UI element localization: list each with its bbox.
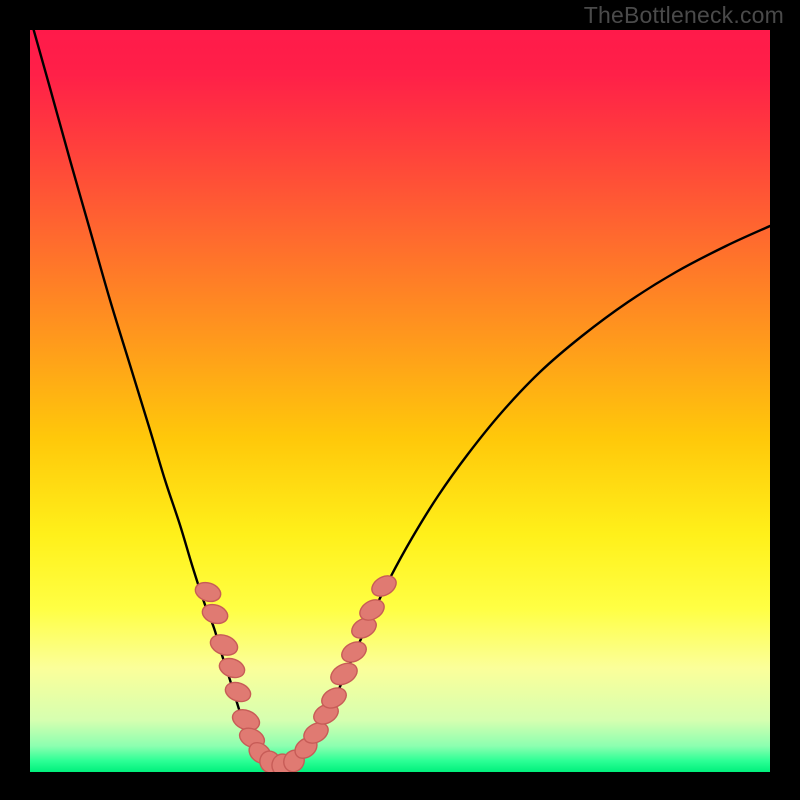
chart-svg <box>30 30 770 772</box>
chart-plot-area <box>30 30 770 772</box>
watermark-text: TheBottleneck.com <box>584 2 784 29</box>
